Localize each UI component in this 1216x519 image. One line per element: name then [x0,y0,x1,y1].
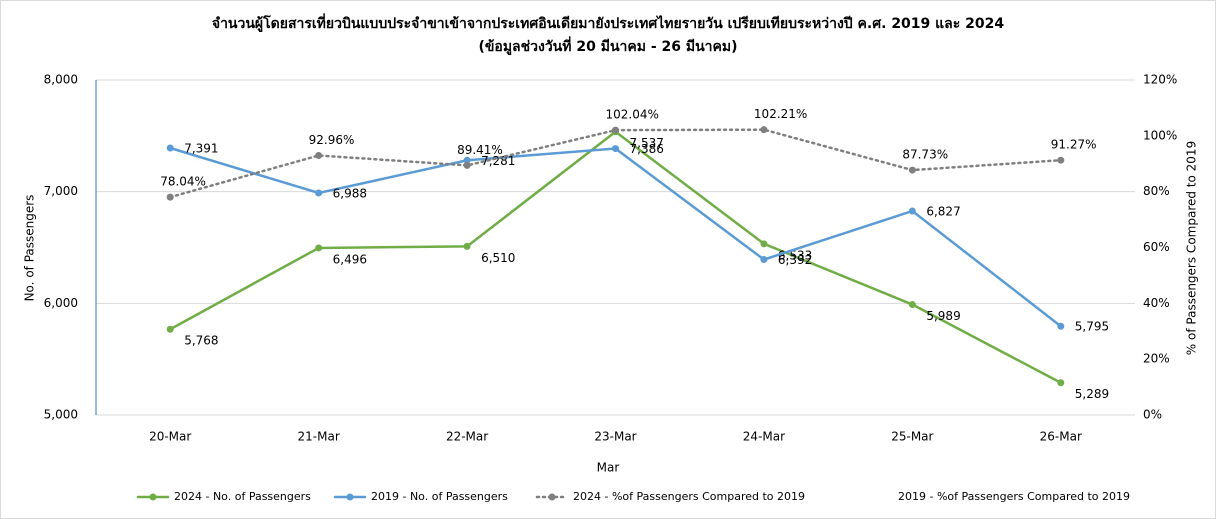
data-point [463,156,471,164]
data-point [1057,322,1065,330]
data-point [315,189,323,197]
data-label: 5,289 [1075,387,1109,401]
legend-marker [346,493,354,501]
data-label: 6,496 [333,252,367,266]
data-point [463,242,471,250]
data-point [315,151,323,159]
data-point [1057,156,1065,164]
data-point [166,325,174,333]
x-tick-label: 23-Mar [594,430,636,444]
x-tick-label: 25-Mar [891,430,933,444]
data-label: 92.96% [309,133,355,147]
y-tick-label: 5,000 [44,408,78,422]
data-point [908,166,916,174]
chart-subtitle: (ข้อมูลช่วงวันที่ 20 มีนาคม - 26 มีนาคม) [478,36,737,55]
y-tick-label: 7,000 [44,184,78,198]
data-label: 5,768 [184,334,218,348]
y2-tick-label: 100% [1143,128,1177,142]
data-point [166,144,174,152]
data-point [612,126,619,134]
legend-marker [149,493,157,501]
legend-label: 2019 - %of Passengers Compared to 2019 [898,490,1130,503]
data-label: 6,988 [333,187,367,201]
x-tick-label: 26-Mar [1040,430,1082,444]
data-label: 7,281 [481,154,515,168]
data-label: 5,795 [1075,320,1109,334]
x-tick-label: 20-Mar [149,430,191,444]
data-point [760,126,768,134]
data-label: 91.27% [1051,138,1097,152]
y2-tick-label: 80% [1143,184,1170,198]
y2-tick-label: 20% [1143,352,1170,366]
data-label: 87.73% [902,148,948,162]
x-tick-label: 22-Mar [446,430,488,444]
data-label: 7,537 [630,136,664,150]
data-point [760,256,768,264]
y2-tick-label: 60% [1143,240,1170,254]
data-label: 5,989 [926,309,960,323]
data-label: 102.21% [754,107,807,121]
data-label: 6,827 [926,204,960,218]
data-point [1057,379,1065,387]
legend-label: 2019 - No. of Passengers [371,490,508,503]
data-label: 7,386 [630,142,664,156]
y-axis-label: No. of Passengers [23,195,37,302]
x-tick-label: 21-Mar [298,430,340,444]
data-point [612,145,619,153]
y2-tick-label: 120% [1143,73,1177,87]
data-point [463,161,471,169]
data-point [166,193,174,201]
data-label: 6,510 [481,251,515,265]
data-label: 6,392 [778,253,812,267]
x-tick-label: 24-Mar [743,430,785,444]
y2-axis-label: % of Passengers Compared to 2019 [1185,141,1199,355]
data-label: 78.04% [160,175,206,189]
data-label: 89.41% [457,143,503,157]
data-label: 7,391 [184,142,218,156]
legend-marker [548,493,556,501]
y2-tick-label: 40% [1143,296,1170,310]
data-point [908,301,916,309]
legend-label: 2024 - No. of Passengers [174,490,311,503]
data-point [315,244,323,252]
chart-title: จำนวนผู้โดยสารเที่ยวบินแบบประจำขาเข้าจาก… [212,13,1005,32]
legend-label: 2024 - %of Passengers Compared to 2019 [573,490,805,503]
y2-tick-label: 0% [1143,408,1162,422]
y-tick-label: 6,000 [44,296,78,310]
data-label: 102.04% [606,108,659,122]
data-point [760,240,768,248]
data-point [908,207,916,215]
x-axis-label: Mar [597,461,620,475]
y-tick-label: 8,000 [44,73,78,87]
